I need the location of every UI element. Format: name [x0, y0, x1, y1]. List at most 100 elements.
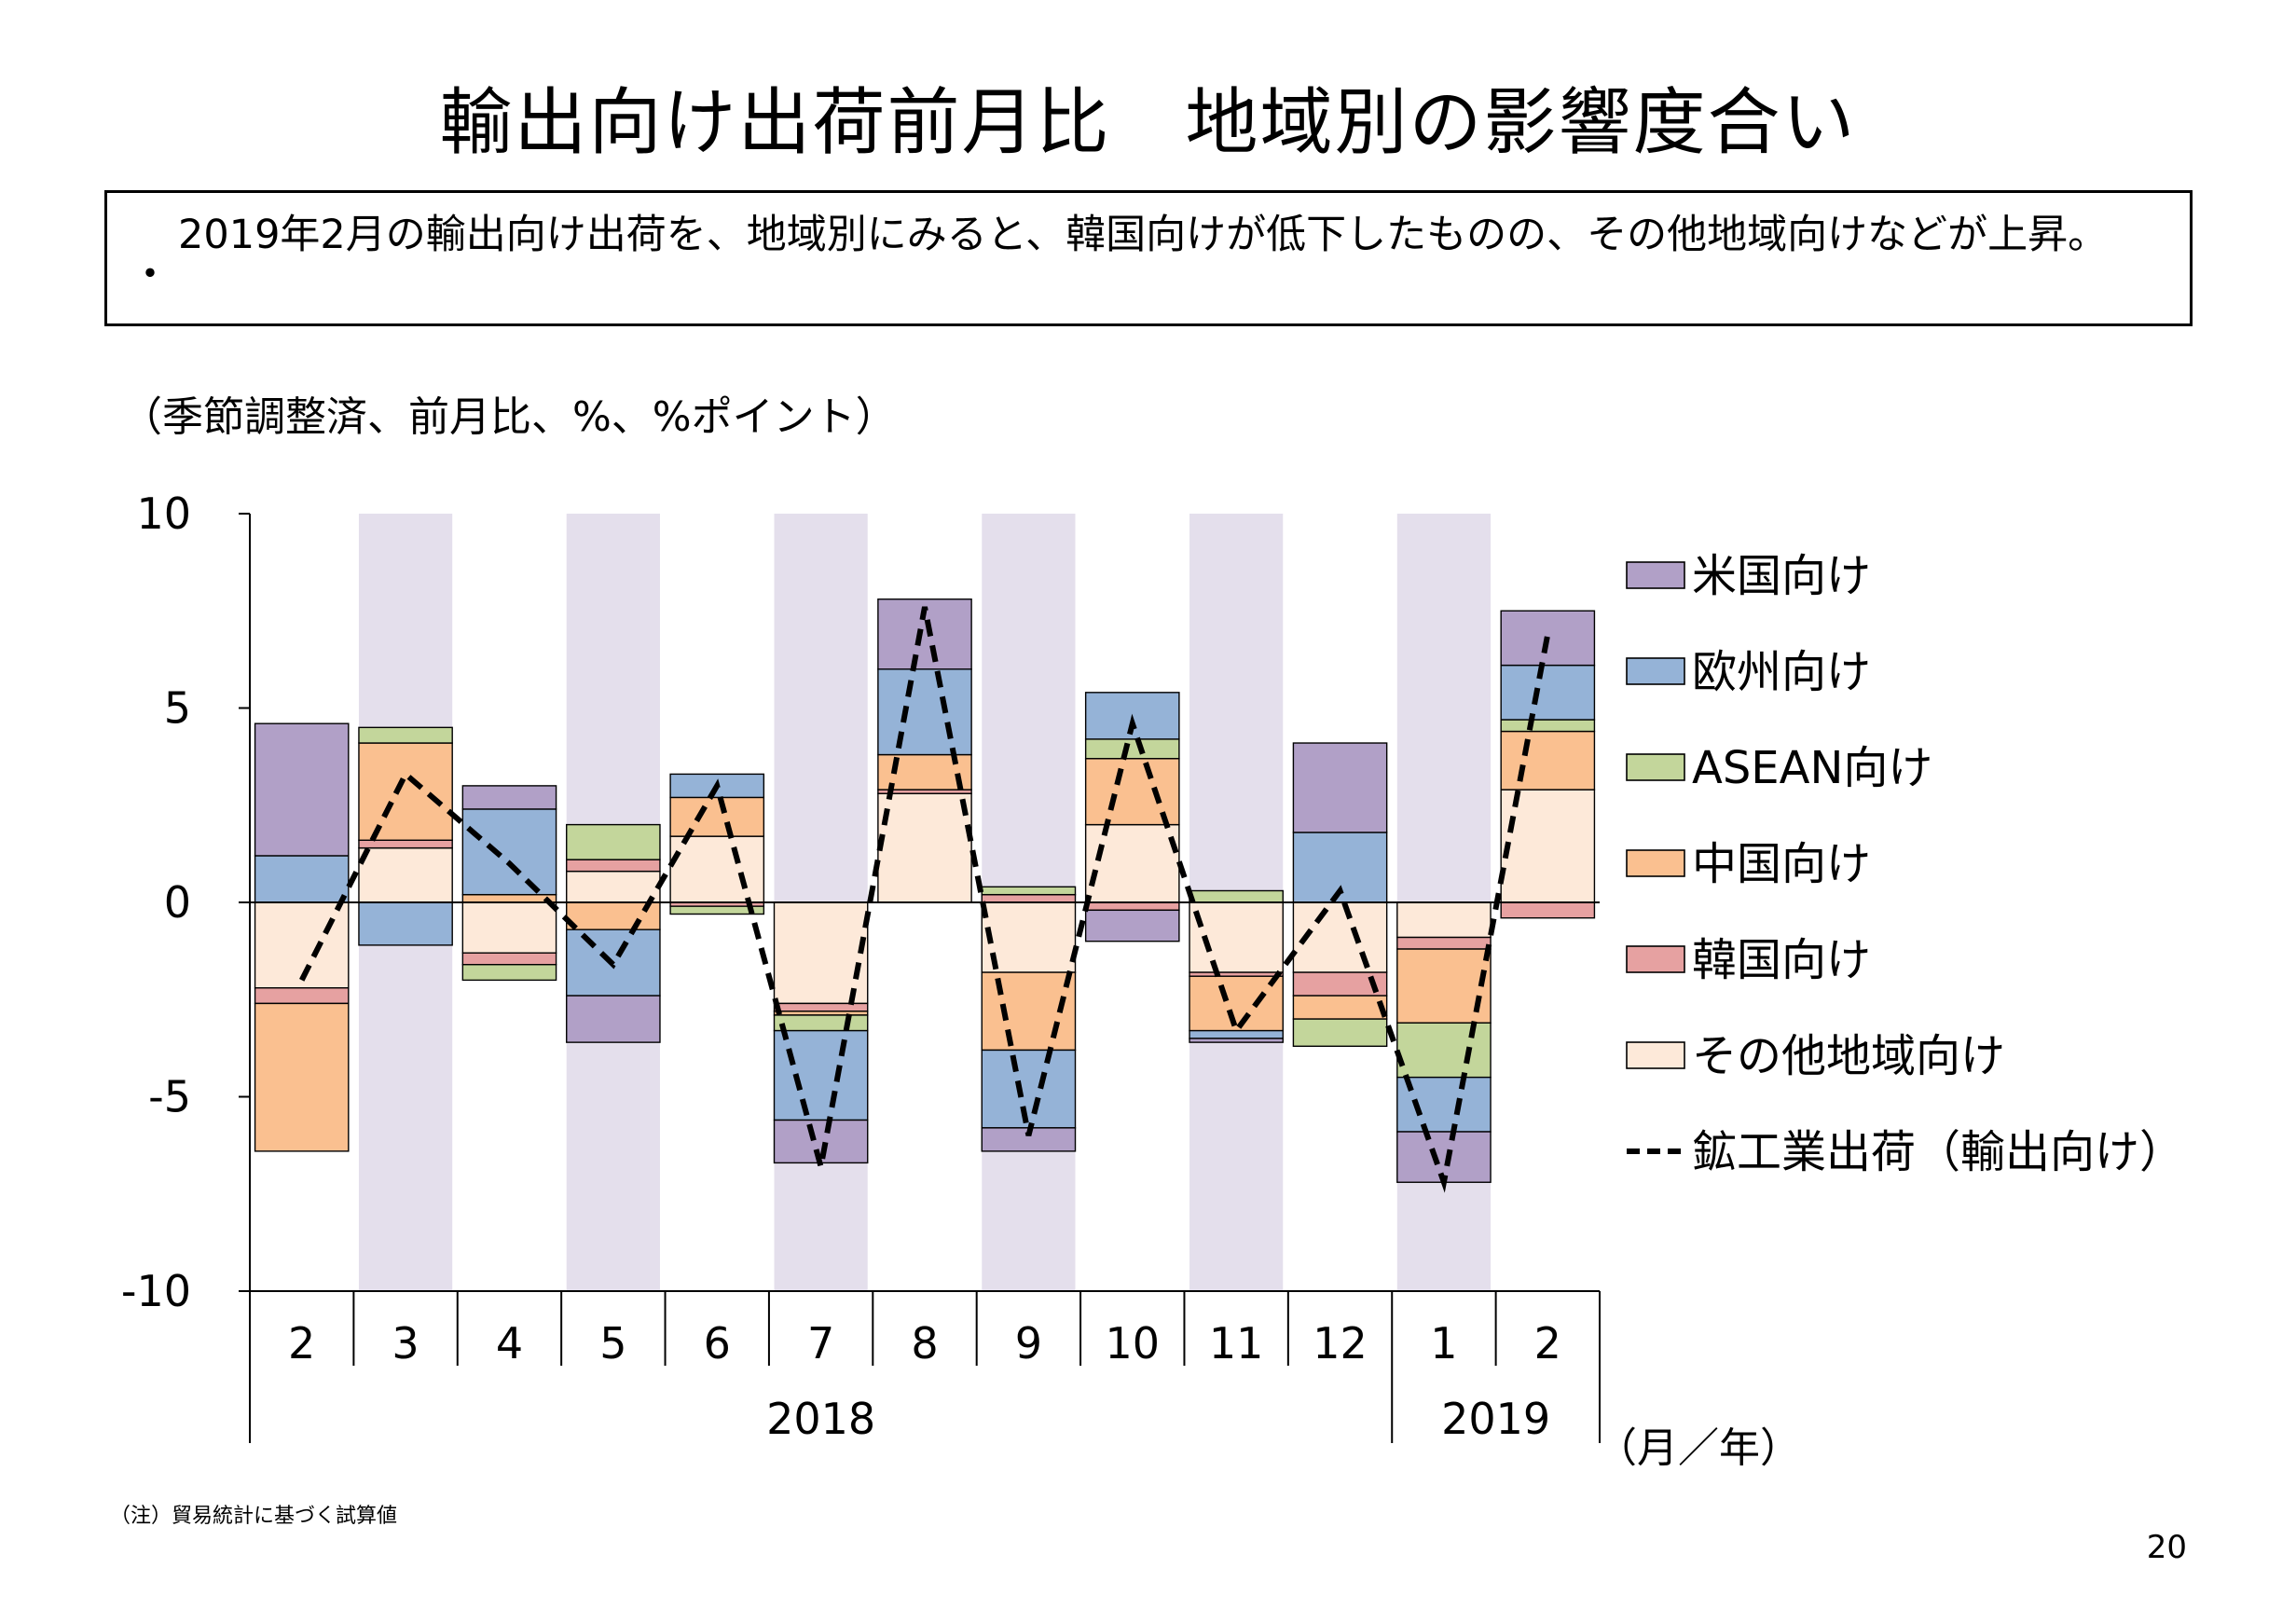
legend-label: 米国向け — [1692, 550, 1871, 602]
bar-segment — [1084, 823, 1180, 903]
x-tick-label: 5 — [599, 1318, 626, 1369]
legend-label: 欧州向け — [1692, 646, 1871, 698]
x-tick-label: 3 — [392, 1318, 419, 1369]
bar-segment — [1396, 1022, 1492, 1079]
year-label: 2018 — [766, 1394, 875, 1444]
page-number: 20 — [2146, 1529, 2187, 1566]
x-tick-label: 6 — [704, 1318, 731, 1369]
y-tick-label: 10 — [136, 488, 191, 539]
bar-segment — [1396, 901, 1492, 939]
year-label: 2019 — [1441, 1394, 1550, 1444]
bar-segment — [461, 893, 557, 903]
bar-segment — [669, 835, 765, 903]
bar-segment — [773, 1029, 869, 1121]
x-axis-unit-label: （月／年） — [1596, 1424, 1801, 1472]
bar-segment — [358, 742, 453, 841]
y-tick-label: -5 — [148, 1072, 191, 1122]
bar-segment — [358, 901, 453, 946]
legend-swatch-china — [1626, 849, 1685, 877]
legend-label: ASEAN向け — [1692, 742, 1932, 794]
bar-segment — [254, 901, 350, 989]
bars — [254, 598, 1596, 1183]
bar-segment — [254, 987, 350, 1005]
bar-segment — [461, 901, 557, 954]
legend-swatch-asean — [1626, 753, 1685, 781]
bar-segment — [1500, 719, 1596, 733]
legend-swatch-korea — [1626, 945, 1685, 973]
bar-segment — [566, 859, 661, 873]
x-tick-label: 1 — [1430, 1318, 1457, 1369]
unit-label: （季節調整済、前月比、%、%ポイント） — [121, 393, 897, 441]
bar-segment — [461, 952, 557, 966]
bar-segment — [254, 855, 350, 903]
bar-segment — [877, 668, 972, 756]
x-tick-label: 4 — [496, 1318, 523, 1369]
x-tick-label: 8 — [911, 1318, 938, 1369]
x-tick-label: 7 — [807, 1318, 834, 1369]
legend-swatch-other — [1626, 1041, 1685, 1069]
y-tick-label: 0 — [164, 877, 191, 928]
legend-label: 韓国向け — [1692, 934, 1871, 986]
bar-segment — [358, 846, 453, 903]
bar-segment — [981, 893, 1077, 903]
x-tick-label: 10 — [1105, 1318, 1160, 1369]
x-tick-label: 2 — [288, 1318, 315, 1369]
slide-title: 輸出向け出荷前月比 地域別の影響度合い — [439, 81, 1857, 165]
bar-segment — [1396, 936, 1492, 950]
bar-segment — [254, 1002, 350, 1152]
bar-segment — [773, 901, 869, 1005]
summary-text: 2019年2月の輸出向け出荷を、地域別にみると、韓国向けが低下したものの、その他… — [178, 212, 2109, 258]
bar-segment — [669, 796, 765, 837]
bar-segment — [1084, 901, 1180, 912]
bar-segment — [1189, 1038, 1284, 1043]
legend-label: 中国向け — [1692, 838, 1871, 890]
legend-label: その他地域向け — [1692, 1030, 2005, 1082]
bar-segment — [461, 808, 557, 896]
bar-segment — [358, 839, 453, 849]
bar-segment — [981, 1049, 1077, 1129]
bar-segment — [981, 886, 1077, 896]
bar-segment — [1500, 730, 1596, 791]
bar-segment — [1189, 889, 1284, 903]
footnote: （注）貿易統計に基づく試算値 — [110, 1505, 398, 1528]
legend-swatch-us — [1626, 561, 1685, 589]
bar-segment — [669, 905, 765, 915]
bar-segment — [773, 1014, 869, 1032]
bar-segment — [1084, 909, 1180, 942]
bar-segment — [1500, 610, 1596, 667]
summary-box: ・ 2019年2月の輸出向け出荷を、地域別にみると、韓国向けが低下したものの、そ… — [104, 190, 2193, 326]
bar-segment — [461, 785, 557, 810]
y-tick-label: 5 — [164, 683, 191, 734]
bar-segment — [1500, 789, 1596, 903]
bar-segment — [981, 901, 1077, 973]
bar-segment — [1396, 1131, 1492, 1183]
y-tick-label: -10 — [121, 1266, 191, 1316]
bar-segment — [1396, 1076, 1492, 1133]
bar-segment — [566, 995, 661, 1043]
bar-segment — [1500, 664, 1596, 721]
x-tick-label: 2 — [1534, 1318, 1561, 1369]
export-shipment-line — [299, 606, 1551, 1193]
x-tick-label: 11 — [1209, 1318, 1264, 1369]
x-tick-label: 12 — [1313, 1318, 1368, 1369]
bar-segment — [566, 823, 661, 860]
bar-segment — [461, 964, 557, 982]
bar-segment — [1292, 995, 1388, 1020]
bar-segment — [877, 792, 972, 903]
bar-segment — [254, 722, 350, 857]
bar-segment — [1292, 742, 1388, 833]
bar-segment — [1084, 738, 1180, 760]
summary-bullet: ・ — [130, 251, 171, 298]
legend-label: 鉱工業出荷（輸出向け） — [1692, 1126, 2184, 1178]
bar-segment — [1189, 1029, 1284, 1039]
line-series — [299, 606, 1551, 1193]
bar-segment — [358, 726, 453, 744]
x-tick-label: 9 — [1015, 1318, 1042, 1369]
bar-segment — [566, 870, 661, 903]
bar-segment — [1500, 901, 1596, 919]
bar-segment — [1292, 1018, 1388, 1047]
bar-segment — [1189, 975, 1284, 1032]
